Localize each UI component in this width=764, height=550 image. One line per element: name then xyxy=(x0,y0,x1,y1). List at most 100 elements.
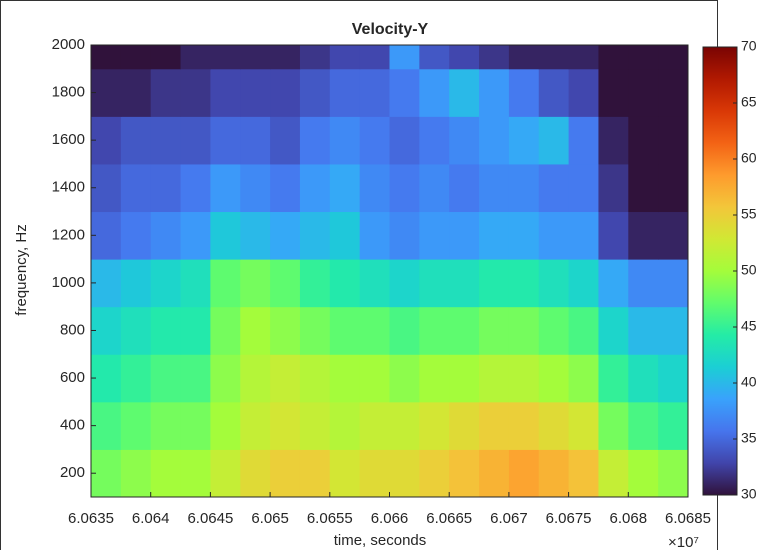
heatmap-cell xyxy=(299,354,331,403)
x-tick-label: 6.065 xyxy=(251,510,289,527)
heatmap-cell xyxy=(479,449,510,498)
heatmap-cell xyxy=(91,68,122,117)
heatmap-cell xyxy=(91,449,122,498)
heatmap-cell xyxy=(598,354,629,403)
heatmap-cell xyxy=(658,163,689,213)
heatmap-cell xyxy=(359,68,390,117)
heatmap-cell xyxy=(479,354,510,403)
heatmap-cell xyxy=(628,211,659,260)
heatmap-cell xyxy=(359,354,390,403)
heatmap-cell xyxy=(299,68,331,117)
heatmap-cell xyxy=(91,259,122,308)
heatmap-cell xyxy=(91,401,122,450)
heatmap-cell xyxy=(210,306,241,355)
heatmap-cell xyxy=(389,306,420,355)
heatmap-cell xyxy=(508,45,540,70)
colorbar-tick-label: 60 xyxy=(741,150,757,166)
heatmap-cell xyxy=(359,449,390,498)
heatmap-cell xyxy=(150,354,182,403)
heatmap-cell xyxy=(628,163,659,213)
x-axis-label: time, seconds xyxy=(334,532,427,549)
heatmap-cell xyxy=(508,449,540,498)
heatmap-cell xyxy=(210,163,241,213)
heatmap-cell xyxy=(568,211,599,260)
heatmap-cell xyxy=(299,45,331,70)
heatmap-cell xyxy=(299,116,331,165)
heatmap-cell xyxy=(240,259,271,308)
heatmap-cell xyxy=(359,211,390,260)
heatmap-cell xyxy=(658,211,689,260)
heatmap-cell xyxy=(628,45,659,70)
heatmap-cell xyxy=(120,68,152,117)
heatmap-cell xyxy=(389,259,420,308)
heatmap-cell xyxy=(150,259,182,308)
heatmap-cell xyxy=(150,449,182,498)
heatmap-cell xyxy=(598,116,629,165)
heatmap-cell xyxy=(568,401,599,450)
colorbar xyxy=(702,46,738,496)
heatmap-cell xyxy=(359,401,390,450)
x-tick-label: 6.0665 xyxy=(426,510,472,527)
heatmap-cell xyxy=(449,306,480,355)
heatmap-cell xyxy=(568,45,599,70)
heatmap-cell xyxy=(120,45,152,70)
heatmap-cell xyxy=(270,45,301,70)
heatmap-cell xyxy=(240,354,271,403)
heatmap-cell xyxy=(270,211,301,260)
heatmap-cell xyxy=(210,401,241,450)
heatmap-cell xyxy=(538,354,570,403)
heatmap-cell xyxy=(299,306,331,355)
heatmap-cell xyxy=(210,45,241,70)
colorbar-tick-label: 35 xyxy=(741,430,757,446)
heatmap-cell xyxy=(598,401,629,450)
heatmap-cell xyxy=(479,401,510,450)
heatmap-cell xyxy=(419,259,450,308)
heatmap-cell xyxy=(120,163,152,213)
heatmap-cell xyxy=(389,354,420,403)
heatmap-cell xyxy=(329,259,361,308)
heatmap-cell xyxy=(120,449,152,498)
heatmap-cell xyxy=(270,354,301,403)
x-tick-label: 6.0685 xyxy=(665,510,711,527)
heatmap-cell xyxy=(419,306,450,355)
heatmap-cell xyxy=(180,68,211,117)
heatmap-cell xyxy=(628,449,659,498)
heatmap-cell xyxy=(538,116,570,165)
heatmap-cell xyxy=(329,68,361,117)
heatmap-cell xyxy=(210,68,241,117)
heatmap-cell xyxy=(658,68,689,117)
heatmap-cell xyxy=(329,211,361,260)
heatmap-cell xyxy=(270,306,301,355)
heatmap-cell xyxy=(449,68,480,117)
heatmap-cell xyxy=(508,116,540,165)
heatmap-cell xyxy=(508,401,540,450)
heatmap-cell xyxy=(628,401,659,450)
heatmap-cell xyxy=(91,45,122,70)
heatmap-cell xyxy=(508,259,540,308)
heatmap-cell xyxy=(299,211,331,260)
heatmap-cell xyxy=(299,259,331,308)
heatmap-cell xyxy=(479,116,510,165)
heatmap-cell xyxy=(270,401,301,450)
heatmap-cell xyxy=(419,354,450,403)
heatmap-cell xyxy=(479,211,510,260)
heatmap-cell xyxy=(240,449,271,498)
heatmap-cell xyxy=(91,306,122,355)
colorbar-tick-label: 50 xyxy=(741,262,757,278)
heatmap-cell xyxy=(389,449,420,498)
heatmap-cell xyxy=(240,116,271,165)
heatmap-cell xyxy=(359,306,390,355)
heatmap-cell xyxy=(598,68,629,117)
heatmap-cell xyxy=(389,45,420,70)
heatmap-cell xyxy=(150,163,182,213)
heatmap-cell xyxy=(270,68,301,117)
heatmap-cell xyxy=(180,163,211,213)
x-tick-label: 6.0635 xyxy=(68,510,114,527)
heatmap-cell xyxy=(449,163,480,213)
heatmap-cell xyxy=(210,354,241,403)
heatmap-cell xyxy=(538,68,570,117)
heatmap-cell xyxy=(658,354,689,403)
heatmap-cell xyxy=(538,449,570,498)
y-tick-label: 1400 xyxy=(52,179,85,196)
